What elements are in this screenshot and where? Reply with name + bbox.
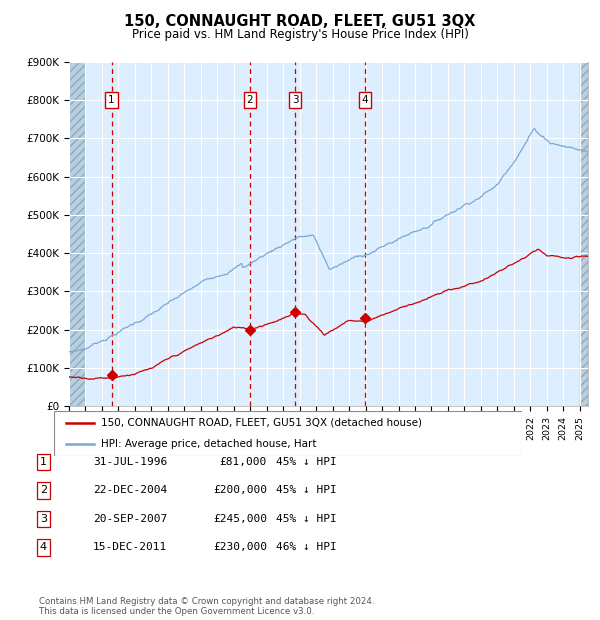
FancyBboxPatch shape: [54, 411, 522, 456]
Text: HPI: Average price, detached house, Hart: HPI: Average price, detached house, Hart: [101, 439, 316, 449]
Text: £230,000: £230,000: [213, 542, 267, 552]
Text: £200,000: £200,000: [213, 485, 267, 495]
Text: 45% ↓ HPI: 45% ↓ HPI: [276, 457, 337, 467]
Text: £81,000: £81,000: [220, 457, 267, 467]
Text: This data is licensed under the Open Government Licence v3.0.: This data is licensed under the Open Gov…: [39, 607, 314, 616]
Text: Price paid vs. HM Land Registry's House Price Index (HPI): Price paid vs. HM Land Registry's House …: [131, 28, 469, 41]
Text: 150, CONNAUGHT ROAD, FLEET, GU51 3QX (detached house): 150, CONNAUGHT ROAD, FLEET, GU51 3QX (de…: [101, 418, 422, 428]
Text: 45% ↓ HPI: 45% ↓ HPI: [276, 485, 337, 495]
Text: 45% ↓ HPI: 45% ↓ HPI: [276, 514, 337, 524]
Text: 2: 2: [247, 95, 253, 105]
Text: 46% ↓ HPI: 46% ↓ HPI: [276, 542, 337, 552]
Text: 22-DEC-2004: 22-DEC-2004: [93, 485, 167, 495]
Text: 3: 3: [40, 514, 47, 524]
Text: 31-JUL-1996: 31-JUL-1996: [93, 457, 167, 467]
Bar: [69, 62, 85, 406]
Text: £245,000: £245,000: [213, 514, 267, 524]
Text: 4: 4: [362, 95, 368, 105]
Text: 1: 1: [40, 457, 47, 467]
Text: 150, CONNAUGHT ROAD, FLEET, GU51 3QX: 150, CONNAUGHT ROAD, FLEET, GU51 3QX: [124, 14, 476, 29]
Text: 1: 1: [108, 95, 115, 105]
Text: 20-SEP-2007: 20-SEP-2007: [93, 514, 167, 524]
Bar: [580, 62, 588, 406]
Text: 4: 4: [40, 542, 47, 552]
Text: 15-DEC-2011: 15-DEC-2011: [93, 542, 167, 552]
Text: 2: 2: [40, 485, 47, 495]
Text: Contains HM Land Registry data © Crown copyright and database right 2024.: Contains HM Land Registry data © Crown c…: [39, 597, 374, 606]
Text: 3: 3: [292, 95, 298, 105]
